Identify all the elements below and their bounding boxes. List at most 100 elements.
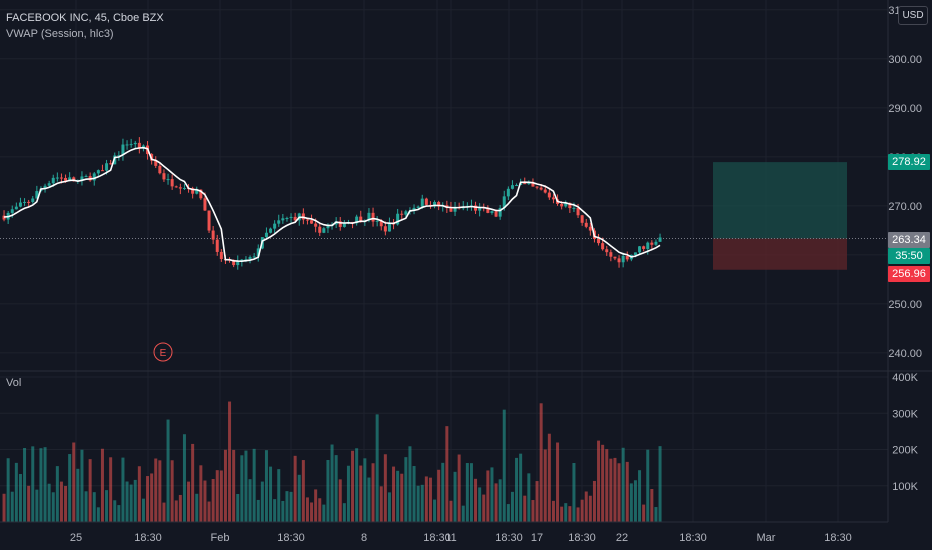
volume-bar [580, 499, 584, 522]
candle-body [564, 203, 568, 207]
volume-bar [105, 490, 109, 522]
candle-body [523, 183, 527, 185]
volume-bar [47, 483, 51, 522]
volume-bar [158, 460, 162, 522]
candle-body [658, 237, 662, 242]
candle-body [515, 184, 519, 186]
earnings-marker-label: E [160, 348, 167, 359]
risk-reward-zones[interactable] [0, 162, 888, 270]
candle-body [141, 145, 145, 148]
volume-bar [642, 504, 646, 522]
candle-body [474, 205, 478, 211]
volume-bar [355, 448, 359, 522]
candle-body [449, 207, 453, 212]
candle-body [55, 177, 59, 179]
volume-bar [248, 479, 252, 522]
candle-body [502, 196, 506, 208]
volume-bar [150, 473, 154, 522]
volume-bar [285, 491, 289, 522]
volume-bar [281, 500, 285, 522]
volume-bar [572, 462, 576, 522]
volume-bar [326, 459, 330, 522]
volume-bar [564, 503, 568, 522]
take-profit-price-tag: 278.92 [888, 154, 930, 170]
volume-bar [310, 502, 314, 522]
candle-body [543, 189, 547, 193]
volume-tick-label: 100K [892, 481, 918, 493]
volume-bar [654, 507, 658, 522]
volume-bar [293, 455, 297, 522]
volume-bar [383, 454, 387, 522]
price-tick-label: 270.00 [888, 201, 922, 213]
volume-bar [182, 434, 186, 522]
volume-bar [59, 481, 63, 522]
volume-bar [342, 503, 346, 522]
candle-body [178, 187, 182, 189]
volume-bar [264, 450, 268, 522]
earnings-event-marker[interactable]: E [153, 342, 173, 362]
candle-body [256, 248, 260, 257]
candle-body [80, 176, 84, 181]
time-tick-label: 18:30 [568, 532, 596, 544]
candle-body [129, 144, 133, 146]
vwap-legend[interactable]: VWAP (Session, hlc3) [6, 28, 114, 40]
volume-bar [433, 499, 437, 522]
candle-body [638, 246, 642, 253]
candle-body [539, 187, 543, 190]
volume-bar [84, 491, 88, 522]
volume-bar [609, 458, 613, 522]
volume-bar [170, 460, 174, 522]
candle-body [453, 207, 457, 212]
candle-body [654, 241, 658, 245]
volume-bar [375, 414, 379, 522]
volume-bar [601, 444, 605, 522]
volume-bar [129, 484, 133, 522]
candle-body [252, 256, 256, 258]
volume-bar [154, 458, 158, 522]
time-tick-label: 18:30 [423, 532, 451, 544]
volume-bar [174, 500, 178, 522]
candle-body [338, 221, 342, 227]
price-tick-label: 300.00 [888, 54, 922, 66]
volume-bar [39, 448, 43, 522]
candle-body [92, 173, 96, 181]
volume-bar [629, 483, 633, 522]
volume-bar [109, 457, 113, 522]
volume-bar [346, 465, 350, 522]
candle-body [379, 220, 383, 227]
candle-body [10, 209, 14, 213]
volume-bar [199, 465, 203, 522]
volume-tick-label: 200K [892, 445, 918, 457]
volume-bar [404, 457, 408, 522]
volume-bar [334, 455, 338, 522]
symbol-legend[interactable]: FACEBOOK INC, 45, Cboe BZX [6, 12, 164, 24]
time-tick-label: 17 [531, 532, 543, 544]
candle-body [580, 215, 584, 223]
volume-bar [605, 449, 609, 522]
candle-body [293, 216, 297, 221]
candle-body [355, 216, 359, 224]
volume-bar [330, 444, 334, 522]
volume-bar [617, 463, 621, 522]
volume-legend[interactable]: Vol [6, 377, 22, 389]
volume-bar [80, 449, 84, 522]
volume-bar [486, 470, 490, 522]
volume-bar [633, 480, 637, 522]
candle-body [396, 213, 400, 225]
currency-button[interactable]: USD [898, 6, 928, 25]
candle-body [133, 142, 137, 145]
stop-loss-price-tag: 256.96 [888, 266, 930, 282]
volume-bar [387, 492, 391, 522]
volume-bar [297, 474, 301, 522]
candle-body [285, 217, 289, 219]
volume-bar [146, 476, 150, 522]
candle-body [18, 202, 22, 207]
candle-body [568, 203, 572, 209]
candle-body [301, 213, 305, 220]
volume-bar [457, 454, 461, 522]
candle-body [51, 177, 55, 184]
volume-bar [531, 500, 535, 522]
volume-bar [428, 477, 432, 522]
volume-bar [367, 477, 371, 522]
